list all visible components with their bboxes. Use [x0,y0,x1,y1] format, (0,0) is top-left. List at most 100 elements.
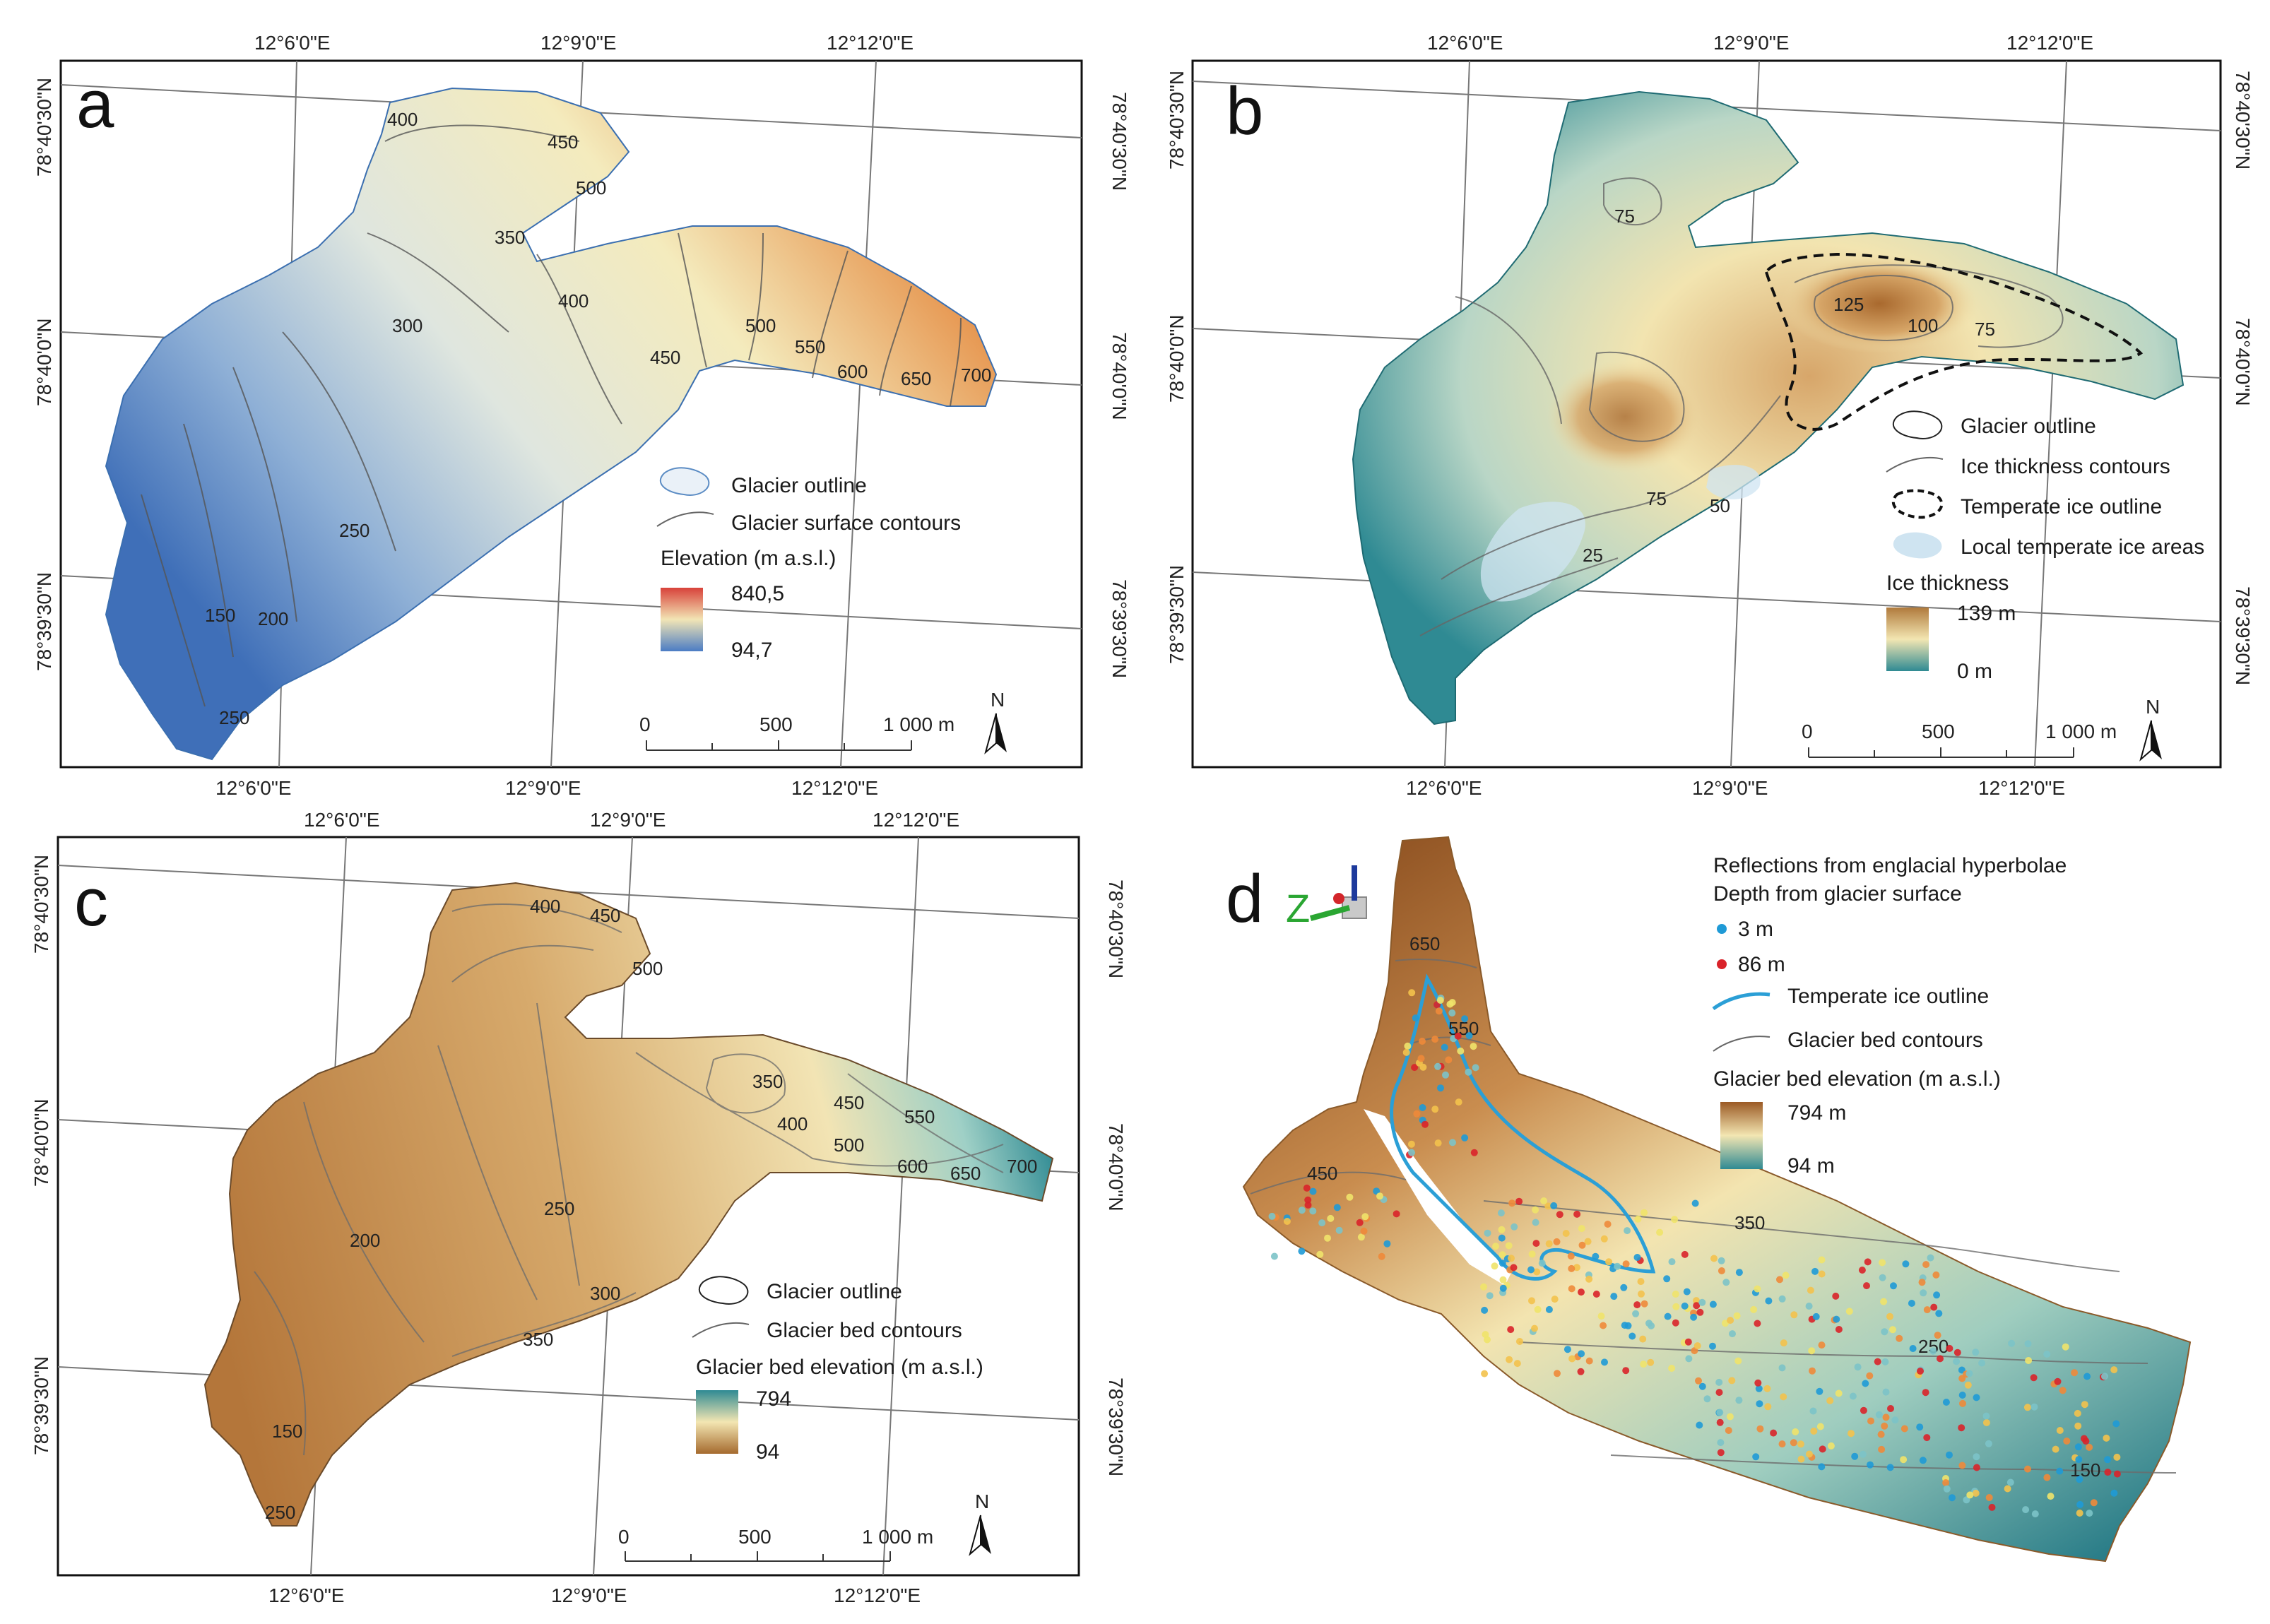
hyperbola-point [1393,1210,1400,1218]
hyperbola-point [1601,1358,1608,1366]
hyperbola-point [2047,1493,2055,1500]
hyperbola-point [1918,1279,1926,1286]
hyperbola-point [1515,1197,1523,1205]
hyperbola-point [1622,1367,1630,1375]
hyperbola-point [1849,1392,1857,1400]
contour-swatch [1886,456,1944,473]
local-temperate-ice-area [1480,502,1585,602]
contour-label: 500 [576,177,606,198]
contour-label: 450 [1307,1163,1337,1184]
hyperbola-point [1886,1464,1894,1471]
hyperbola-point [1663,1275,1671,1283]
hyperbola-point [1887,1405,1894,1412]
hyperbola-point [2056,1427,2064,1434]
hyperbola-point [1835,1389,1843,1397]
coord-label: 78°39'30"N [33,572,55,671]
hyperbola-point [1809,1367,1816,1375]
local-temperate-ice-area [1706,465,1761,499]
temperate-outline-swatch [1891,489,1944,519]
hyperbola-point [1982,1419,1990,1426]
hyperbola-point [1922,1389,1929,1397]
hyperbola-point [1604,1221,1612,1228]
hyperbola-point [2056,1467,2064,1475]
hyperbola-point [1735,1269,1743,1276]
hyperbola-point [1309,1207,1317,1215]
hyperbola-point [2076,1476,2083,1483]
hyperbola-point [2086,1443,2093,1451]
hyperbola-point [1461,1015,1469,1023]
hyperbola-point [1693,1302,1701,1310]
coord-label: 78°40'30"N [30,855,52,954]
hyperbola-point [1929,1347,1937,1355]
contour-label: 500 [834,1134,864,1156]
hyperbola-point [2113,1470,2121,1478]
hyperbola-point [1756,1400,1763,1408]
contour-label: 125 [1833,294,1864,315]
panel-letter: c [74,865,108,940]
scalebar-label: 1 000 m [2045,721,2117,742]
contour-label: 250 [219,707,249,728]
panel-c: 400 450 500 350 400 450 550 500 600 650 … [30,809,1127,1606]
hyperbola-point [1797,1440,1804,1448]
hyperbola-point [1545,1240,1553,1247]
hyperbola-point [2074,1422,2082,1430]
hyperbola-point [1508,1255,1515,1262]
hyperbola-point [1532,1240,1540,1247]
hyperbola-point [1465,1068,1472,1076]
hyperbola-point [1972,1349,1980,1356]
hyperbola-point [1765,1297,1773,1305]
hyperbola-point [1499,1276,1507,1284]
contour-label: 25 [1583,545,1603,566]
hyperbola-point [1614,1262,1621,1270]
hyperbola-point [1672,1291,1679,1298]
thickness-local-area [1547,360,1703,473]
hyperbola-point [1534,1305,1542,1313]
hyperbola-point [1943,1485,1951,1493]
hyperbola-point [1886,1312,1893,1320]
hyperbola-point [1965,1370,1973,1377]
svg-text:Z: Z [1286,886,1310,930]
hyperbola-point [1448,1009,1456,1017]
coord-label: 78°39'30"N [1166,565,1188,664]
hyperbola-point [1878,1445,1886,1453]
scalebar-label: 0 [1802,721,1813,742]
hyperbola-point [1592,1252,1600,1260]
hyperbola-point [1958,1424,1965,1432]
hyperbola-point [2023,1404,2031,1411]
hyperbola-point [1889,1326,1896,1334]
hyperbola-point [1858,1267,1866,1274]
hyperbola-point [1640,1361,1648,1368]
hyperbola-point [1408,989,1416,997]
coord-label: 12°12'0"E [2006,32,2093,54]
hyperbola-point [1755,1385,1763,1392]
hyperbola-point [1917,1368,1924,1375]
hyperbola-point [1818,1256,1826,1264]
contour-label: 450 [834,1092,864,1113]
legend-title-reflections: Reflections from englacial hyperbolae [1713,854,2067,877]
hyperbola-point [1818,1463,1826,1471]
hyperbola-point [1964,1381,1972,1389]
svg-text:N: N [2146,696,2160,718]
hyperbola-point [1966,1491,1974,1499]
hyperbola-point [1484,1336,1491,1344]
hyperbola-point [1268,1212,1276,1220]
panel-c-contour-labels: 400 450 500 350 400 450 550 500 600 650 … [265,896,1037,1523]
hyperbola-point [1357,1233,1365,1241]
hyperbola-point [1756,1425,1764,1433]
hyperbola-point [1556,1211,1563,1219]
panel-d-bed-surface [1242,836,2192,1563]
hyperbola-point [1695,1377,1702,1385]
hyperbola-point [1486,1292,1494,1300]
legend-local-label: Local temperate ice areas [1961,535,2204,559]
hyperbola-point [1685,1355,1693,1363]
hyperbola-point [1498,1251,1506,1259]
hyperbola-point [1953,1358,1961,1365]
temperate-ice-outline [1390,973,1656,1281]
hyperbola-point [1805,1450,1813,1458]
legend-color-ramp [1720,1102,1763,1169]
hyperbola-point [1672,1303,1680,1310]
hyperbola-point [2113,1453,2121,1461]
hyperbola-point [1973,1453,1980,1461]
panel-a-legend: Glacier outline Glacier surface contours… [656,467,961,662]
